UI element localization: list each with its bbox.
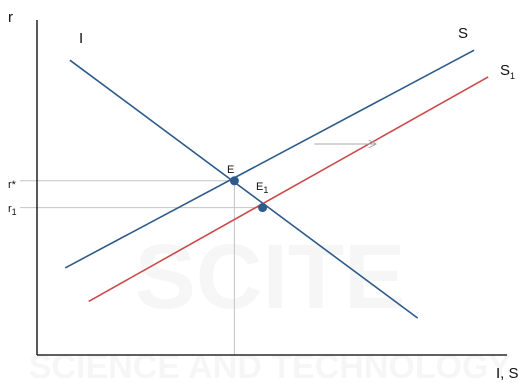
series-line-s1	[88, 76, 489, 303]
watermark-sub: SCIENCE AND TECHNOLOGY	[29, 348, 512, 383]
y-axis-label: r	[8, 9, 13, 26]
point-label-e1-sub: 1	[263, 185, 268, 195]
series-line-i	[69, 59, 419, 319]
point-label-e1: E1	[256, 181, 268, 195]
series-label-s1-main: S	[500, 62, 510, 79]
series-label-i: I	[79, 30, 83, 47]
y-tick-label-r1-main: r	[8, 203, 12, 215]
series-label-s1: S1	[500, 62, 515, 81]
equilibrium-points	[229, 176, 268, 213]
equilibrium-point-1	[258, 203, 268, 213]
series-line-s	[64, 49, 475, 269]
equilibrium-point-0	[229, 176, 239, 186]
y-tick-label-r-star: r*	[8, 179, 17, 191]
watermark-main: SCITE	[135, 226, 406, 328]
point-label-e-main: E	[227, 164, 234, 176]
y-tick-label-r1: r1	[8, 203, 17, 217]
series-label-i-main: I	[79, 30, 83, 47]
point-label-e1-main: E	[256, 181, 263, 193]
guide-lines	[20, 180, 263, 355]
series-lines	[64, 49, 489, 319]
series-label-s: S	[458, 25, 468, 42]
x-axis-label: I, S	[496, 365, 519, 382]
watermark: SCITE SCIENCE AND TECHNOLOGY	[29, 226, 512, 383]
series-label-s1-sub: 1	[510, 71, 515, 81]
y-tick-label-r-star-main: r*	[8, 179, 17, 191]
series-label-s-main: S	[458, 25, 468, 42]
point-label-e: E	[227, 164, 234, 176]
y-tick-label-r1-sub: 1	[12, 207, 17, 217]
